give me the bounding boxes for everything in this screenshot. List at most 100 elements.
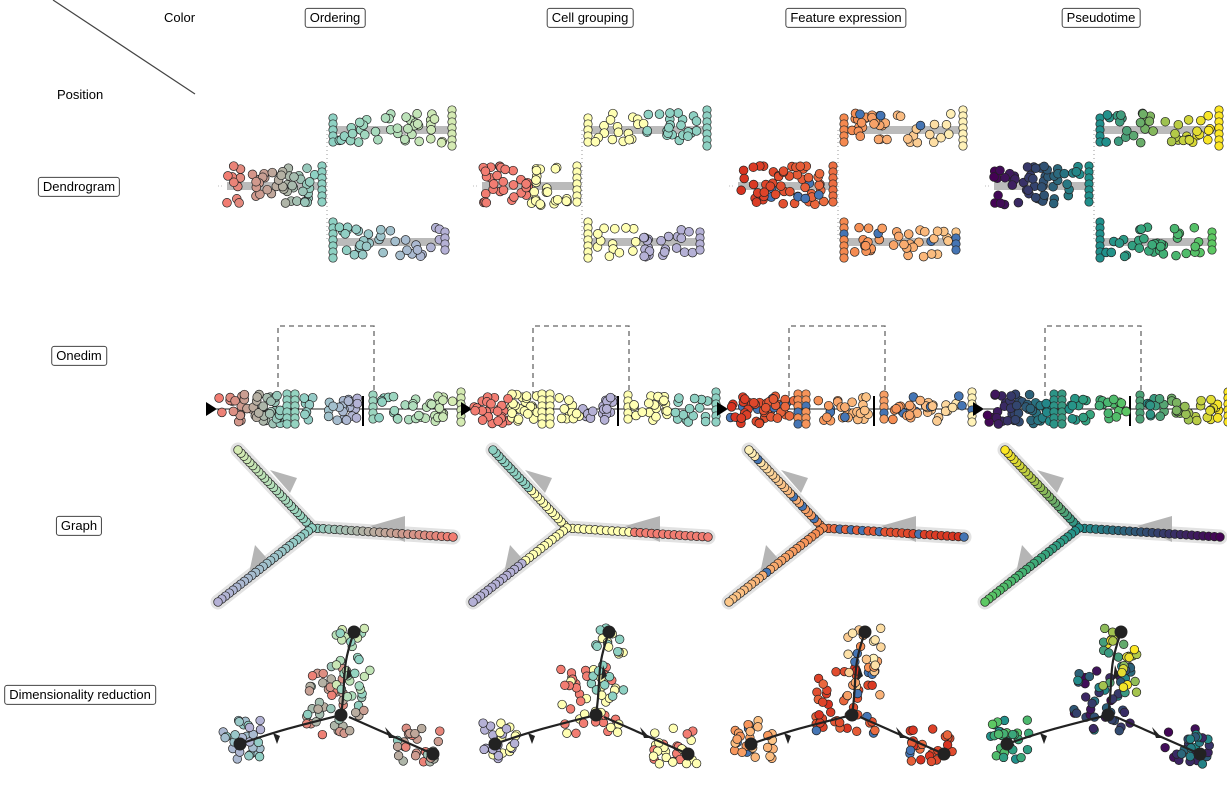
cell-point [1106,247,1117,258]
milestone-node [845,708,859,722]
cell-point [691,116,702,126]
trajectory-arrow [896,727,906,738]
graph-arrow [270,470,297,493]
cell-point [1103,408,1114,418]
cell-point [670,407,681,418]
cell-point [749,398,759,408]
row-header-dimensionality-reduction: Dimensionality reduction [4,684,156,706]
cell-point [229,177,239,188]
cell-point [253,408,264,418]
cell-point [244,751,254,761]
cell-point [220,733,230,743]
cell-point [843,649,853,659]
cell-point [385,225,396,236]
cell-point [599,415,610,425]
cell-point [347,128,358,139]
milestone-node [1101,708,1115,722]
cell-point [1078,394,1088,405]
cell-point [1197,759,1208,769]
cell-point [521,179,531,189]
cell-point [879,414,889,424]
cell-point [1022,162,1033,172]
cell-point [1148,126,1158,136]
cell-point [390,236,400,247]
cell-point [571,408,582,419]
cell-point [258,401,268,411]
trajectory-edge [494,713,597,746]
cell-point [501,724,512,734]
cell-point [1189,222,1200,233]
cell-point [1139,233,1149,244]
cell-point [993,729,1004,739]
dimred-panel [986,623,1214,769]
cell-point [842,690,853,701]
panels [206,105,1227,769]
cell-point [354,117,365,128]
cell-point [888,240,899,250]
row-header-onedim: Onedim [51,345,107,367]
cell-point [679,247,690,257]
cell-point [304,177,315,187]
cell-point [1192,126,1202,136]
cell-point [770,189,781,200]
cell-point [556,664,566,675]
cell-point [659,395,669,406]
cell-point [778,166,789,176]
position-axis-label: Position [57,87,104,102]
cell-point [607,134,618,145]
cell-point [1057,419,1067,429]
corner-divider [52,0,196,95]
graph-panel [465,442,716,610]
cell-point [1155,411,1165,422]
cell-point [993,190,1003,201]
cell-point [560,680,570,690]
cell-point [426,242,436,253]
cell-point [1116,110,1126,120]
cell-point [656,235,666,246]
onedim-panel [206,325,466,429]
cell-point [392,123,403,133]
cell-point [327,690,337,700]
cell-point [1160,116,1171,127]
row-header-graph: Graph [55,515,103,537]
cell-point [1084,197,1094,207]
cell-point [662,406,672,416]
cell-point [590,137,601,147]
cell-point [648,751,659,761]
cell-point [993,419,1004,429]
cell-point [298,186,308,197]
cell-point [531,165,542,176]
cell-point [365,665,375,675]
cell-point [1180,401,1190,412]
cell-point [839,253,849,263]
cell-point [318,668,328,679]
cell-point [772,413,783,423]
cell-point [818,697,828,707]
cell-point [795,161,806,172]
trajectory-arrow [385,727,395,738]
cell-point [602,404,612,414]
cell-point [1087,698,1097,709]
cell-point [751,197,762,207]
onedim-panel [461,325,721,429]
cell-point [1101,137,1111,147]
cell-point [702,141,712,151]
cell-point [1102,110,1113,120]
cell-point [1183,115,1194,125]
cell-point [438,412,448,422]
cell-point [370,126,381,137]
cell-point [234,198,244,208]
cell-point [1135,117,1146,128]
cell-point [412,245,423,255]
cell-point [1119,251,1130,262]
cell-point [395,250,405,261]
cell-point [417,723,427,734]
cell-point [639,251,649,262]
cell-point [1088,723,1099,734]
cell-point [1006,391,1016,401]
cell-point [498,185,509,195]
dendrogram-panel [473,105,712,263]
cell-point [644,398,654,408]
milestone-node [602,625,616,639]
cell-point [414,410,424,421]
